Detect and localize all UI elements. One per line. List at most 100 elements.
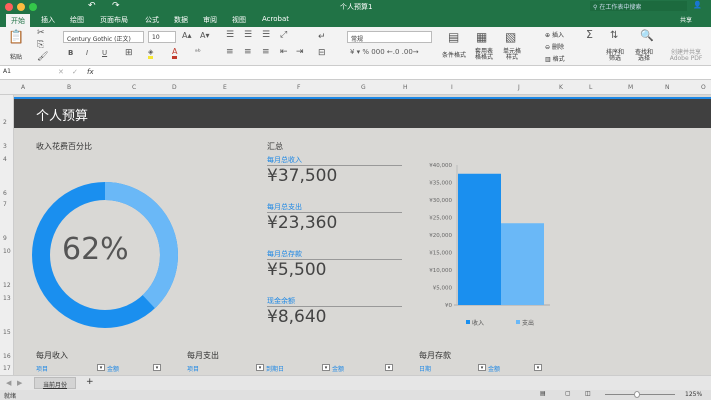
filter-dropdown-icon[interactable]: ▾ bbox=[478, 364, 486, 371]
increase-indent-icon[interactable]: ⇥ bbox=[296, 47, 304, 57]
filter-dropdown-icon[interactable]: ▾ bbox=[385, 364, 393, 371]
format-cells-button[interactable]: ▥ 格式 bbox=[545, 56, 565, 63]
find-icon[interactable]: 🔍 bbox=[640, 29, 654, 42]
phonetic-icon[interactable]: ᵃᵇ bbox=[195, 48, 201, 56]
font-size-select[interactable]: 10 bbox=[148, 31, 176, 43]
autosum-icon[interactable]: Σ bbox=[586, 28, 593, 41]
page-break-view-icon[interactable]: ◫ bbox=[585, 390, 591, 397]
table-header[interactable]: 金额 bbox=[488, 364, 500, 373]
formula-input[interactable] bbox=[100, 67, 700, 78]
find-select-label[interactable]: 查找和选择 bbox=[634, 49, 653, 62]
insert-cells-button[interactable]: ⊕ 插入 bbox=[545, 32, 564, 39]
fx-icon[interactable]: fx bbox=[87, 68, 94, 76]
tab-home[interactable]: 开始 bbox=[6, 14, 30, 27]
tab-data[interactable]: 数据 bbox=[174, 16, 188, 24]
filter-dropdown-icon[interactable]: ▾ bbox=[534, 364, 542, 371]
column-header[interactable]: E bbox=[223, 84, 227, 91]
row-header[interactable]: 6 bbox=[3, 190, 7, 197]
table-header[interactable]: 金额 bbox=[332, 364, 344, 373]
increase-font-icon[interactable]: A▴ bbox=[182, 31, 192, 40]
format-as-table-icon[interactable]: ▦ bbox=[476, 30, 488, 44]
decrease-indent-icon[interactable]: ⇤ bbox=[280, 47, 288, 57]
align-bottom-icon[interactable]: ☰ bbox=[262, 30, 271, 40]
table-header[interactable]: 项目 bbox=[187, 364, 199, 373]
user-icon[interactable]: 👤 bbox=[693, 1, 702, 9]
merge-center-icon[interactable]: ⊟ bbox=[318, 48, 326, 58]
italic-button[interactable]: I bbox=[86, 49, 89, 57]
tab-draw[interactable]: 绘图 bbox=[70, 16, 84, 24]
next-sheet-icon[interactable]: ▶ bbox=[17, 379, 23, 387]
column-header[interactable]: H bbox=[403, 84, 408, 91]
column-header[interactable]: J bbox=[518, 84, 520, 91]
column-header[interactable]: B bbox=[67, 84, 72, 91]
tab-review[interactable]: 审阅 bbox=[203, 16, 217, 24]
enter-icon[interactable]: ✓ bbox=[72, 68, 78, 76]
row-header[interactable]: 4 bbox=[3, 156, 7, 163]
wrap-text-icon[interactable]: ↵ bbox=[318, 32, 326, 42]
underline-button[interactable]: U bbox=[102, 49, 108, 57]
bold-button[interactable]: B bbox=[68, 49, 74, 57]
paste-icon[interactable]: 📋 bbox=[8, 30, 25, 45]
search-box[interactable]: ⚲ 在工作表中搜索 bbox=[590, 1, 687, 11]
decrease-font-icon[interactable]: A▾ bbox=[200, 31, 210, 40]
sort-filter-label[interactable]: 排序和筛选 bbox=[605, 49, 624, 62]
format-painter-icon[interactable]: 🖌 bbox=[37, 52, 49, 62]
filter-dropdown-icon[interactable]: ▾ bbox=[153, 364, 161, 371]
add-sheet-button[interactable]: + bbox=[86, 377, 94, 387]
sheet-tab-current-month[interactable]: 当前月份 bbox=[34, 377, 76, 389]
zoom-button[interactable] bbox=[29, 3, 37, 11]
column-header[interactable]: L bbox=[589, 84, 593, 91]
currency-icon[interactable]: ¥ ▾ % 000 ←.0 .00→ bbox=[350, 48, 419, 56]
row-header[interactable]: 13 bbox=[3, 295, 11, 302]
column-header[interactable]: N bbox=[665, 84, 670, 91]
column-header[interactable]: C bbox=[132, 84, 137, 91]
column-header[interactable]: F bbox=[297, 84, 301, 91]
table-header[interactable]: 金额 bbox=[107, 364, 119, 373]
redo-icon[interactable]: ↷ bbox=[112, 1, 120, 11]
share-button[interactable]: 共享 bbox=[680, 17, 693, 24]
fill-color-icon[interactable]: ◈ bbox=[148, 48, 154, 59]
row-header[interactable]: 15 bbox=[3, 329, 11, 336]
tab-formulas[interactable]: 公式 bbox=[145, 16, 159, 24]
page-layout-view-icon[interactable]: ▢ bbox=[565, 390, 571, 397]
row-header[interactable]: 10 bbox=[3, 248, 11, 255]
borders-icon[interactable]: ⊞ bbox=[125, 48, 133, 58]
align-top-icon[interactable]: ☰ bbox=[226, 30, 235, 40]
column-header[interactable]: G bbox=[361, 84, 366, 91]
table-header[interactable]: 到期日 bbox=[266, 364, 284, 373]
column-header[interactable]: O bbox=[701, 84, 706, 91]
font-name-select[interactable]: Century Gothic (正文) bbox=[63, 31, 144, 43]
orientation-icon[interactable]: ⤢ bbox=[280, 30, 288, 40]
minimize-button[interactable] bbox=[17, 3, 25, 11]
column-header[interactable]: I bbox=[451, 84, 453, 91]
align-center-icon[interactable]: ≡ bbox=[244, 47, 252, 57]
row-header[interactable]: 7 bbox=[3, 201, 7, 208]
column-header[interactable]: A bbox=[21, 84, 26, 91]
sort-filter-icon[interactable]: ⇅ bbox=[610, 30, 619, 41]
row-header[interactable]: 3 bbox=[3, 143, 7, 150]
name-box[interactable]: A1 bbox=[3, 68, 11, 75]
delete-cells-button[interactable]: ⊖ 删除 bbox=[545, 44, 564, 51]
cut-icon[interactable]: ✂ bbox=[37, 28, 45, 38]
conditional-format-icon[interactable]: ▤ bbox=[448, 30, 460, 44]
column-header[interactable]: M bbox=[628, 84, 634, 91]
table-header[interactable]: 日期 bbox=[419, 364, 431, 373]
align-left-icon[interactable]: ≡ bbox=[226, 47, 234, 57]
align-right-icon[interactable]: ≡ bbox=[262, 47, 270, 57]
adobe-pdf-label[interactable]: 创建并共享 Adobe PDF bbox=[669, 49, 703, 62]
cell-styles-label[interactable]: 单元格样式 bbox=[502, 48, 521, 61]
cell-styles-icon[interactable]: ▧ bbox=[505, 30, 517, 44]
format-as-table-label[interactable]: 套用表格格式 bbox=[474, 48, 493, 61]
copy-icon[interactable]: ⎘ bbox=[37, 40, 45, 50]
tab-acrobat[interactable]: Acrobat bbox=[262, 15, 289, 23]
row-header[interactable]: 9 bbox=[3, 235, 7, 242]
tab-view[interactable]: 视图 bbox=[232, 16, 246, 24]
normal-view-icon[interactable]: ▤ bbox=[540, 390, 546, 397]
row-header[interactable]: 16 bbox=[3, 353, 11, 360]
conditional-format-label[interactable]: 条件格式 bbox=[442, 52, 467, 59]
column-header[interactable]: K bbox=[559, 84, 563, 91]
table-header[interactable]: 项目 bbox=[36, 364, 48, 373]
number-format-select[interactable]: 常规 bbox=[347, 31, 432, 43]
tab-page-layout[interactable]: 页面布局 bbox=[100, 16, 128, 24]
close-button[interactable] bbox=[5, 3, 13, 11]
